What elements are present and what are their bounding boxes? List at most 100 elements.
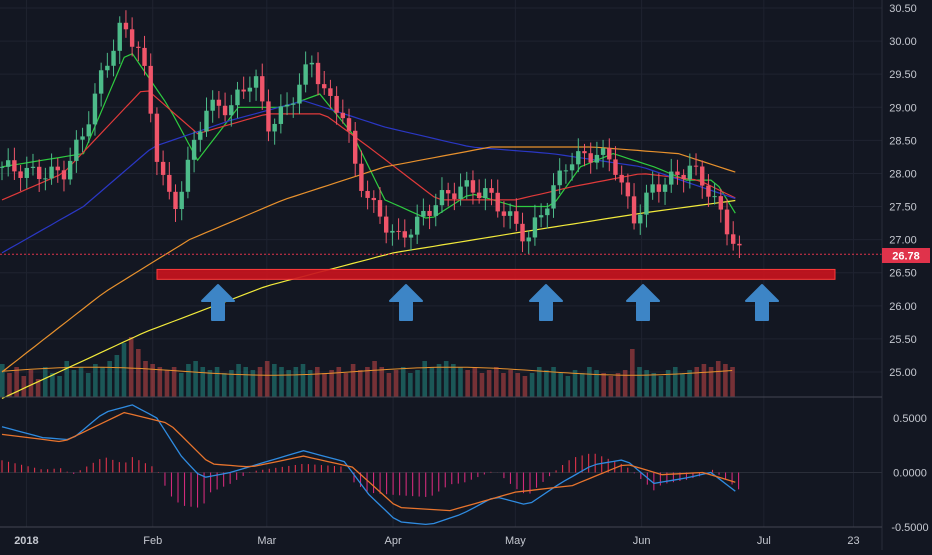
volume-bar: [379, 367, 385, 397]
candle-body: [607, 148, 612, 160]
candle-body: [105, 65, 110, 71]
candle-body: [470, 180, 476, 193]
macd-line: [1, 404, 736, 526]
candle-body: [693, 165, 699, 167]
candle-body: [427, 210, 432, 216]
volume-bar: [121, 343, 127, 397]
macd-tick-label: 0.5000: [893, 413, 927, 425]
candle-body: [55, 166, 60, 171]
price-tick-label: 27.50: [889, 202, 917, 214]
candle-body: [49, 166, 54, 179]
volume-bar: [601, 373, 606, 397]
candle-body: [650, 184, 655, 193]
volume-bar: [71, 370, 77, 397]
volume-bar: [343, 373, 349, 397]
candle-body: [185, 159, 191, 192]
candle-body: [501, 211, 507, 216]
candle-body: [222, 105, 228, 116]
volume-bar: [136, 349, 141, 397]
volume-bar: [307, 370, 313, 397]
candle-body: [24, 167, 29, 178]
volume-bar: [207, 370, 213, 397]
macd-tick-label: 0.0000: [893, 468, 927, 480]
volume-bar: [615, 373, 621, 397]
volume-bar: [572, 370, 578, 397]
volume-bar: [730, 367, 735, 397]
candle-body: [520, 223, 525, 242]
up-arrow-icon: [389, 284, 423, 321]
candle-body: [545, 208, 550, 216]
time-tick-label: Mar: [257, 535, 276, 547]
candle-body: [458, 186, 463, 199]
time-tick-label: Feb: [143, 535, 162, 547]
volume-bar: [21, 376, 27, 397]
volume-bar: [565, 376, 571, 397]
volume-bar: [436, 364, 442, 397]
volume-bar: [272, 364, 277, 397]
candle-body: [638, 214, 643, 224]
volume-bar: [279, 367, 284, 397]
volume-bar: [350, 364, 356, 397]
candle-body: [532, 217, 538, 238]
volume-bar: [651, 373, 657, 397]
up-arrow-icon: [201, 284, 235, 321]
macd-tick-label: -0.5000: [891, 522, 928, 534]
volume-bar: [644, 370, 649, 397]
volume-bar: [93, 364, 98, 397]
volume-bar: [186, 364, 191, 397]
candle-body: [198, 131, 203, 140]
candle-body: [371, 197, 377, 201]
volume-bar: [193, 361, 198, 397]
candle-body: [142, 47, 147, 66]
candle-body: [408, 234, 414, 238]
volume-bar: [723, 364, 728, 397]
candle-body: [30, 166, 36, 168]
volume-bar: [214, 367, 220, 397]
candle-body: [92, 93, 98, 125]
candle-body: [216, 99, 222, 106]
time-tick-label: May: [505, 535, 526, 547]
candle-body: [260, 76, 265, 102]
candle-body: [538, 215, 544, 218]
price-tick-label: 27.00: [889, 235, 917, 247]
volume-bar: [715, 361, 721, 397]
candle-body: [662, 184, 668, 192]
candle-body: [433, 205, 438, 216]
candle-body: [619, 174, 624, 183]
macd-signal-line: [1, 411, 736, 512]
candle-body: [365, 190, 370, 198]
volume-bar: [451, 364, 456, 397]
candle-body: [253, 76, 259, 88]
candle-body: [613, 159, 618, 175]
candle-body: [483, 188, 488, 199]
volume-bar: [672, 367, 678, 397]
time-tick-label: Jul: [757, 535, 771, 547]
volume-bar: [608, 376, 614, 397]
candle-body: [737, 243, 742, 246]
time-tick-label: Jun: [633, 535, 651, 547]
volume-bar: [551, 367, 556, 397]
candle-body: [402, 231, 407, 238]
volume-bar: [544, 370, 549, 397]
up-arrow-icon: [529, 284, 563, 321]
price-tick-label: 26.00: [889, 301, 917, 313]
candle-body: [724, 209, 730, 235]
candle-body: [210, 99, 215, 111]
candle-body: [12, 160, 17, 172]
candle-body: [67, 160, 73, 180]
candle-body: [706, 185, 711, 197]
volume-bar: [400, 367, 406, 397]
candle-body: [731, 234, 736, 244]
price-tick-label: 25.00: [889, 367, 917, 379]
last-price-label: 26.78: [892, 251, 920, 263]
volume-bar: [286, 370, 291, 397]
candle-body: [160, 161, 166, 175]
volume-bar: [171, 367, 177, 397]
volume-bar: [50, 373, 55, 397]
price-tick-label: 30.50: [889, 3, 917, 15]
price-tick-label: 29.00: [889, 102, 917, 114]
volume-bar: [465, 370, 470, 397]
candle-body: [111, 50, 116, 66]
candle-body: [291, 103, 296, 105]
candle-body: [229, 105, 234, 116]
